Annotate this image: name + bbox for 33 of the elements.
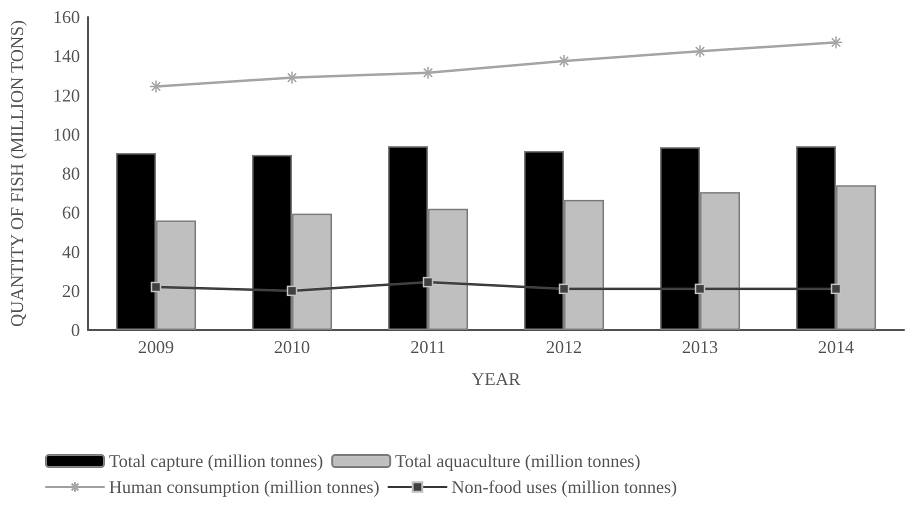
legend-label: Non-food uses (million tonnes) (451, 477, 677, 497)
x-tick-label: 2009 (138, 337, 174, 357)
y-tick-label: 120 (53, 85, 80, 106)
point (693, 44, 707, 58)
legend-label: Total aquaculture (million tonnes) (395, 451, 640, 471)
y-axis-title: QUANTITY OF FISH (MILLION TONS) (7, 20, 27, 327)
point (694, 284, 706, 294)
point (422, 276, 434, 288)
x-tick-label: 2010 (274, 337, 310, 357)
y-tick-label: 100 (53, 124, 80, 144)
point (558, 284, 570, 294)
x-tick-label: 2011 (410, 337, 446, 357)
point (829, 36, 843, 50)
x-tick-label: 2013 (682, 337, 718, 357)
y-tick-label: 20 (62, 280, 80, 301)
point (286, 286, 298, 296)
x-tick-label: 2012 (546, 337, 582, 357)
y-tick-label: 160 (53, 7, 80, 27)
x-axis-title: YEAR (472, 369, 520, 389)
point (830, 284, 842, 294)
y-tick-label: 140 (53, 46, 80, 66)
y-tick-label: 60 (62, 202, 80, 223)
y-tick-label: 40 (62, 242, 80, 262)
y-tick-label: 80 (62, 164, 80, 184)
x-tick-label: 2014 (818, 337, 854, 357)
point (421, 66, 435, 80)
point (149, 80, 163, 94)
legend-label: Human consumption (million tonnes) (109, 477, 380, 497)
legend-label: Total capture (million tonnes) (109, 451, 324, 471)
y-tick-label: 0 (71, 320, 80, 340)
point (150, 282, 162, 292)
point (285, 70, 299, 84)
point (557, 54, 571, 68)
